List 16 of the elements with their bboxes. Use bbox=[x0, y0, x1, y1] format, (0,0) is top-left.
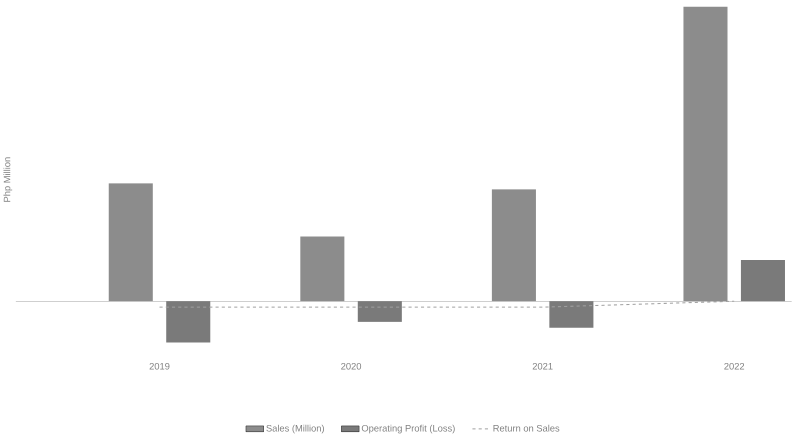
bar bbox=[108, 183, 153, 302]
bar bbox=[683, 6, 728, 302]
bar bbox=[358, 301, 402, 322]
x-tick-label: 2021 bbox=[532, 362, 553, 370]
bar bbox=[492, 189, 536, 302]
x-tick-label: 2022 bbox=[724, 362, 744, 370]
legend-label: Operating Profit (Loss) bbox=[362, 424, 455, 434]
bar bbox=[549, 301, 594, 328]
bar bbox=[300, 236, 344, 302]
legend-label: Sales (Million) bbox=[266, 424, 324, 434]
y-axis-title: Php Million bbox=[3, 157, 12, 202]
bar bbox=[166, 301, 210, 342]
bar bbox=[740, 260, 785, 302]
x-tick-label: 2020 bbox=[341, 362, 362, 370]
legend-label: Return on Sales bbox=[494, 424, 560, 432]
x-tick-label: 2019 bbox=[150, 362, 170, 370]
